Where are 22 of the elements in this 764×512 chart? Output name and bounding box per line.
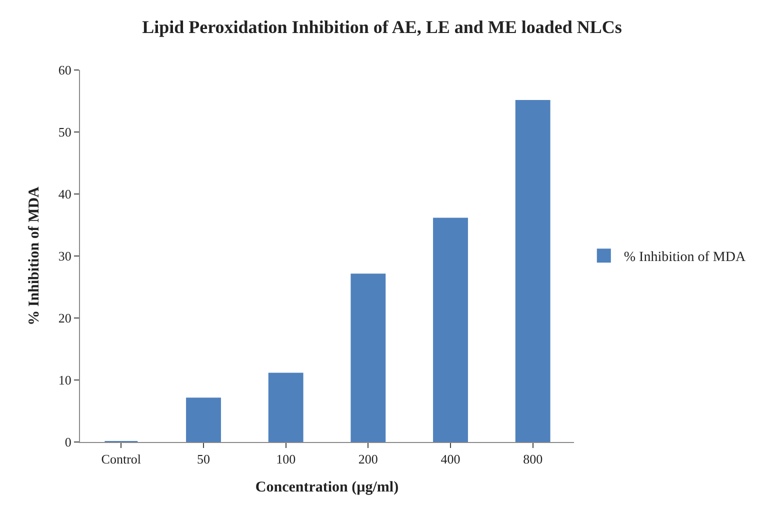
y-tick-label: 20 xyxy=(58,310,72,326)
x-tick-label: 200 xyxy=(358,452,378,467)
y-tick-label: 60 xyxy=(58,62,72,78)
bar xyxy=(515,100,550,442)
bar xyxy=(433,218,468,442)
x-tick-label: 400 xyxy=(440,452,460,467)
y-axis-title: % Inhibition of MDA xyxy=(26,186,43,326)
bar xyxy=(350,274,386,442)
x-tick-label: 800 xyxy=(523,452,543,467)
y-tick-label: 30 xyxy=(58,248,72,264)
y-tick-label: 40 xyxy=(58,186,72,202)
chart-title: Lipid Peroxidation Inhibition of AE, LE and ME loaded NLCs xyxy=(142,17,622,38)
y-tick-label: 10 xyxy=(58,372,72,388)
x-tick-label: 100 xyxy=(276,452,296,467)
legend-label: % Inhibition of MDA xyxy=(624,250,746,266)
y-tick-label: 50 xyxy=(58,124,72,140)
x-axis-title: Concentration (µg/ml) xyxy=(255,480,399,496)
bar xyxy=(186,398,221,442)
x-tick-label: Control xyxy=(101,452,142,467)
x-tick-label: 50 xyxy=(197,452,210,467)
y-tick-label: 0 xyxy=(64,434,72,450)
bar xyxy=(268,372,304,442)
